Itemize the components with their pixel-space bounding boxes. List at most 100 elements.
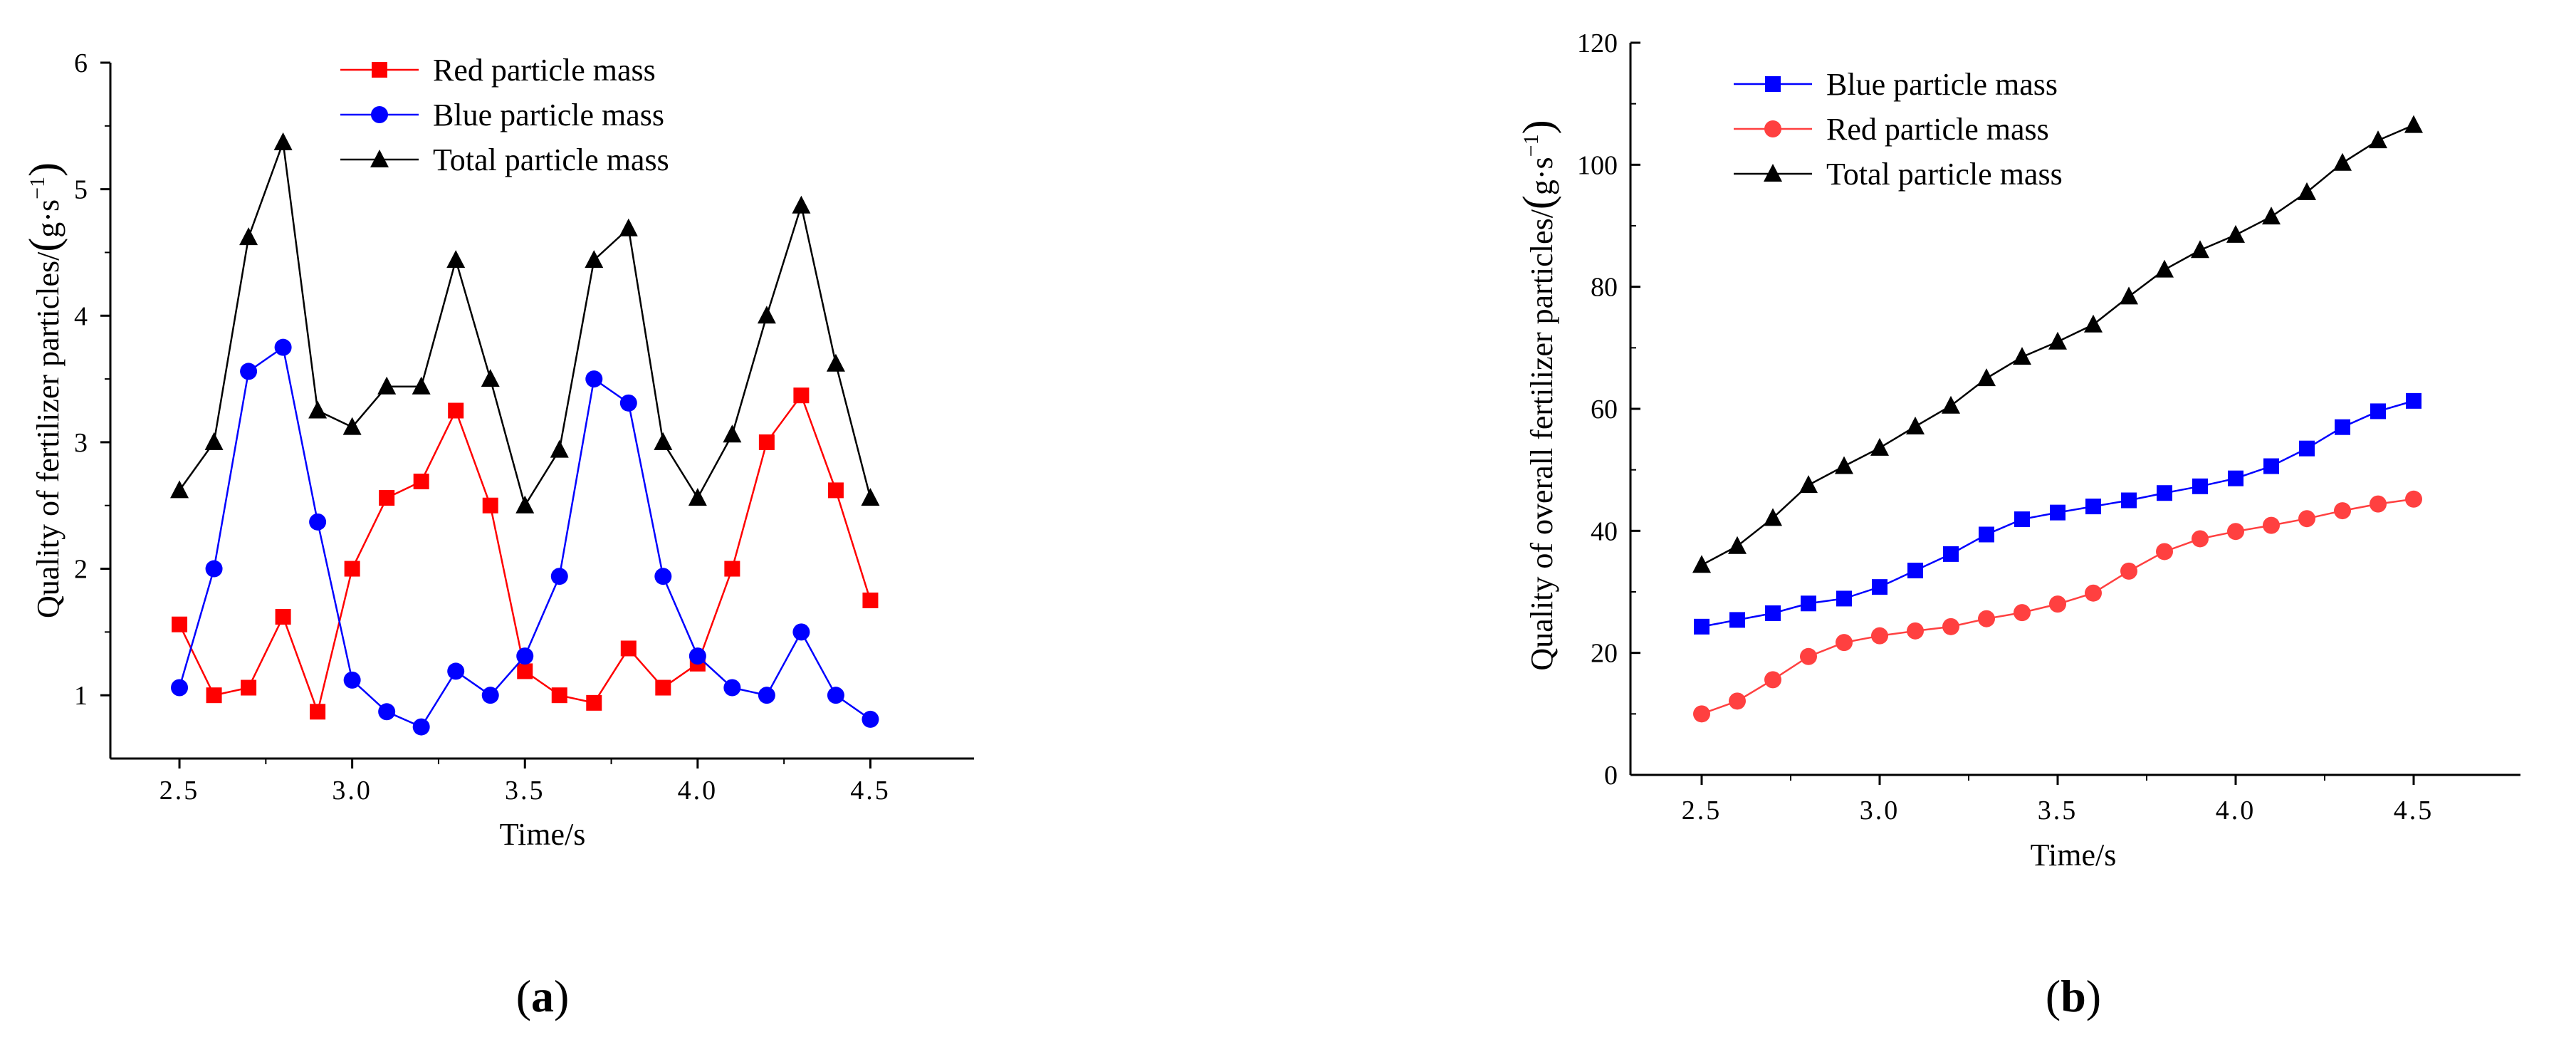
- panel-label-a-close: ): [554, 971, 569, 1021]
- red-particle-mass-b-point-18: [2334, 502, 2351, 520]
- red-particle-mass-b-point-17: [2298, 510, 2315, 528]
- total-particle-mass-a-point-11: [550, 439, 569, 458]
- panel-label-a-letter: a: [531, 971, 554, 1021]
- total-particle-mass-a-point-14: [654, 432, 673, 450]
- red-particle-mass-a-point-12: [586, 694, 602, 711]
- blue-particle-mass-a-point-8: [447, 662, 465, 680]
- blue-particle-mass-b-point-5: [1872, 579, 1888, 595]
- legend-label-red-particle-mass-b: Red particle mass: [1826, 112, 2049, 147]
- red-particle-mass-a-point-4: [310, 704, 326, 720]
- y-axis-title-main-b: Quality of overall fertilizer particles/: [1524, 209, 1559, 670]
- x-tick-label-a-0: 2.5: [159, 776, 200, 806]
- red-particle-mass-b-point-9: [2014, 604, 2031, 622]
- total-particle-mass-a-point-20: [861, 488, 880, 506]
- y-axis-unit-base-a: g·s: [31, 199, 66, 238]
- red-particle-mass-a-point-18: [793, 387, 810, 404]
- blue-particle-mass-a-point-16: [723, 679, 741, 697]
- red-particle-mass-a-point-13: [620, 640, 637, 657]
- legend-red-particle-mass-a-point-0: [372, 62, 387, 78]
- x-tick-label-b-4: 4.5: [2394, 796, 2434, 825]
- total-particle-mass-b-point-10: [2048, 331, 2067, 350]
- x-axis-title-b: Time/s: [2031, 838, 2117, 872]
- red-particle-mass-b-point-5: [1871, 627, 1888, 645]
- blue-particle-mass-b-point-2: [1765, 605, 1781, 621]
- blue-particle-mass-a-point-4: [309, 513, 327, 531]
- blue-particle-mass-b-point-19: [2370, 403, 2386, 420]
- blue-particle-mass-b-point-0: [1694, 618, 1710, 635]
- total-particle-mass-b-point-9: [2013, 347, 2031, 365]
- blue-particle-mass-b-point-18: [2335, 419, 2350, 435]
- panel-label-b: (b): [2046, 971, 2101, 1021]
- blue-particle-mass-b-point-4: [1836, 590, 1852, 607]
- total-particle-mass-a-point-7: [412, 376, 431, 395]
- legend-label-blue-particle-mass-a: Blue particle mass: [433, 98, 664, 132]
- blue-particle-mass-b-point-11: [2085, 499, 2101, 515]
- y-axis-unit-open-b: (: [1514, 195, 1561, 209]
- red-particle-mass-a-point-14: [655, 679, 671, 696]
- blue-particle-mass-b-point-3: [1801, 595, 1816, 612]
- total-particle-mass-b-point-0: [1692, 555, 1711, 573]
- blue-particle-mass-b-point-17: [2299, 440, 2315, 457]
- red-particle-mass-a-point-6: [379, 490, 395, 506]
- panel-label-b-open: (: [2046, 971, 2061, 1021]
- total-particle-mass-b-point-6: [1906, 416, 1925, 434]
- y-axis-unit-close-b: ): [1514, 120, 1561, 134]
- red-particle-mass-b-point-10: [2049, 595, 2066, 613]
- total-particle-mass-b-point-20: [2404, 115, 2423, 133]
- blue-particle-mass-a-point-2: [240, 363, 258, 380]
- legend-label-blue-particle-mass-b: Blue particle mass: [1826, 67, 2058, 102]
- red-particle-mass-a-point-2: [241, 679, 257, 696]
- blue-particle-mass-a-point-11: [550, 568, 568, 585]
- total-particle-mass-a-point-17: [757, 306, 776, 324]
- panel-label-b-letter: b: [2061, 971, 2086, 1021]
- blue-particle-mass-b-point-7: [1943, 546, 1959, 562]
- red-particle-mass-b-point-20: [2405, 490, 2422, 508]
- red-particle-mass-b-point-6: [1907, 622, 1924, 640]
- y-axis-unit-exp-a: −1: [26, 177, 49, 199]
- series-total-particle-mass-b: [1692, 115, 2423, 573]
- total-particle-mass-a-point-8: [446, 250, 466, 269]
- series-red-particle-mass-b: [1693, 490, 2422, 723]
- total-particle-mass-b-point-4: [1835, 456, 1853, 474]
- legend-label-red-particle-mass-a: Red particle mass: [433, 53, 656, 88]
- total-particle-mass-a-point-15: [688, 488, 707, 506]
- red-particle-mass-a-point-8: [448, 402, 464, 419]
- series-blue-particle-mass-b: [1694, 392, 2421, 635]
- blue-particle-mass-b-point-16: [2263, 458, 2279, 474]
- y-axis-title-b: Quality of overall fertilizer particles/…: [1514, 120, 1561, 670]
- total-particle-mass-b-point-19: [2369, 130, 2387, 149]
- y-tick-label-b-1: 20: [1591, 639, 1618, 669]
- red-particle-mass-b-point-14: [2192, 530, 2209, 548]
- total-particle-mass-a-point-10: [515, 495, 535, 514]
- series-blue-particle-mass-a: [171, 338, 879, 736]
- red-particle-mass-a-point-10: [517, 663, 533, 679]
- total-particle-mass-b-point-8: [1977, 368, 1996, 387]
- red-particle-mass-b-point-11: [2085, 584, 2102, 602]
- blue-particle-mass-b-point-12: [2121, 492, 2137, 509]
- blue-particle-mass-a-point-17: [758, 687, 775, 704]
- blue-particle-mass-b-point-10: [2050, 504, 2065, 521]
- total-particle-mass-a-point-5: [342, 417, 362, 435]
- legend-label-total-particle-mass-b: Total particle mass: [1826, 157, 2063, 192]
- red-particle-mass-a-point-1: [206, 687, 222, 704]
- y-tick-label-b-3: 60: [1591, 395, 1618, 424]
- blue-particle-mass-b-point-20: [2406, 392, 2421, 409]
- x-tick-label-b-1: 3.0: [1860, 796, 1900, 825]
- red-particle-mass-a-point-16: [724, 561, 740, 577]
- x-tick-label-a-1: 3.0: [332, 776, 372, 806]
- blue-particle-mass-b-point-8: [1979, 526, 1994, 543]
- x-tick-label-b-0: 2.5: [1682, 796, 1722, 825]
- x-tick-label-a-4: 4.5: [850, 776, 891, 806]
- red-particle-mass-b-point-8: [1978, 610, 1995, 627]
- y-tick-label-b-2: 40: [1591, 516, 1618, 546]
- y-axis-unit-exp-b: −1: [1519, 134, 1543, 157]
- x-axis-title-a: Time/s: [500, 817, 586, 852]
- blue-particle-mass-a-point-0: [171, 679, 189, 697]
- total-particle-mass-b-point-1: [1728, 536, 1747, 554]
- red-particle-mass-a-point-5: [344, 561, 360, 577]
- legend-blue-particle-mass-b-point-0: [1765, 76, 1781, 92]
- red-particle-mass-b-point-16: [2263, 516, 2280, 534]
- red-particle-mass-a-point-20: [862, 592, 879, 608]
